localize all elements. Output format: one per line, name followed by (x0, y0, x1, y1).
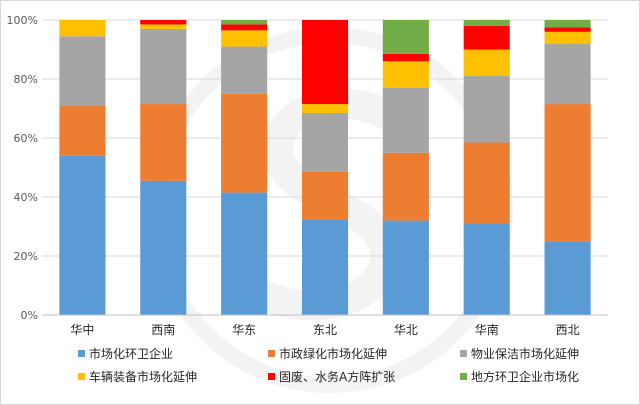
bar-segment (221, 24, 268, 31)
bar-segment (59, 105, 106, 156)
bar-segment (544, 43, 591, 105)
bar-segment (382, 61, 429, 88)
y-tick-label: 0% (21, 309, 38, 322)
legend-label: 固废、水务A方阵扩张 (279, 369, 395, 384)
bar-segment (544, 20, 591, 28)
x-category-label: 西北 (556, 323, 580, 337)
bar-segment (301, 112, 349, 172)
bar-segment (140, 20, 187, 25)
bar-segment (140, 104, 187, 181)
bars (59, 20, 591, 316)
bar-segment (463, 76, 510, 143)
bar-segment (140, 28, 187, 105)
bar-segment (301, 104, 349, 113)
x-category-label: 华北 (394, 323, 418, 337)
x-category-label: 华中 (70, 322, 94, 337)
y-tick-label: 100% (7, 14, 38, 27)
y-tick-label: 20% (14, 250, 38, 263)
legend-label: 物业保洁市场化延伸 (471, 346, 579, 361)
bar-segment (382, 53, 429, 62)
legend-swatch (268, 373, 275, 380)
bar-segment (221, 93, 268, 193)
bar-segment (463, 142, 510, 224)
bar-segment (463, 20, 510, 26)
x-category-label: 华东 (232, 323, 256, 337)
bar-segment (301, 171, 349, 220)
y-tick-label: 80% (14, 73, 38, 86)
bar-segment (221, 46, 268, 94)
bar-segment (221, 20, 268, 25)
bar-segment (140, 180, 187, 315)
bar-segment (544, 104, 591, 242)
bar-segment (544, 241, 591, 315)
bar-segment (221, 192, 268, 315)
bar-segment (382, 152, 429, 221)
legend-swatch (268, 350, 275, 357)
legend-label: 车辆装备市场化延伸 (89, 369, 197, 384)
legend-swatch (460, 373, 467, 380)
bar-segment (301, 20, 349, 105)
legend-swatch (78, 350, 85, 357)
legend-swatch (78, 373, 85, 380)
bar-segment (544, 27, 591, 32)
bar-segment (382, 220, 429, 315)
bar-segment (463, 49, 510, 77)
bar-segment (221, 30, 268, 47)
bar-segment (140, 24, 187, 29)
bar-segment (382, 20, 429, 54)
y-tick-label: 40% (14, 191, 38, 204)
bar-segment (463, 223, 510, 315)
bar-segment (382, 87, 429, 153)
legend-swatch (460, 350, 467, 357)
bar-segment (463, 25, 510, 50)
bar-segment (59, 155, 106, 315)
legend-label: 市政绿化市场化延伸 (279, 346, 387, 361)
bar-segment (544, 31, 591, 44)
legend-label: 地方环卫企业市场化 (471, 369, 579, 384)
bar-segment (301, 219, 349, 316)
bar-segment (59, 20, 106, 37)
bar-segment (59, 36, 106, 106)
legend-label: 市场化环卫企业 (89, 346, 173, 361)
y-tick-label: 60% (14, 132, 38, 145)
x-category-label: 东北 (313, 323, 337, 337)
axes: 0% 20% 40% 60% 80% 100% 华中 西南 华东 东北 华北 华南 西北 (7, 14, 608, 337)
x-category-label: 华南 (475, 322, 499, 337)
x-category-label: 西南 (151, 322, 175, 337)
